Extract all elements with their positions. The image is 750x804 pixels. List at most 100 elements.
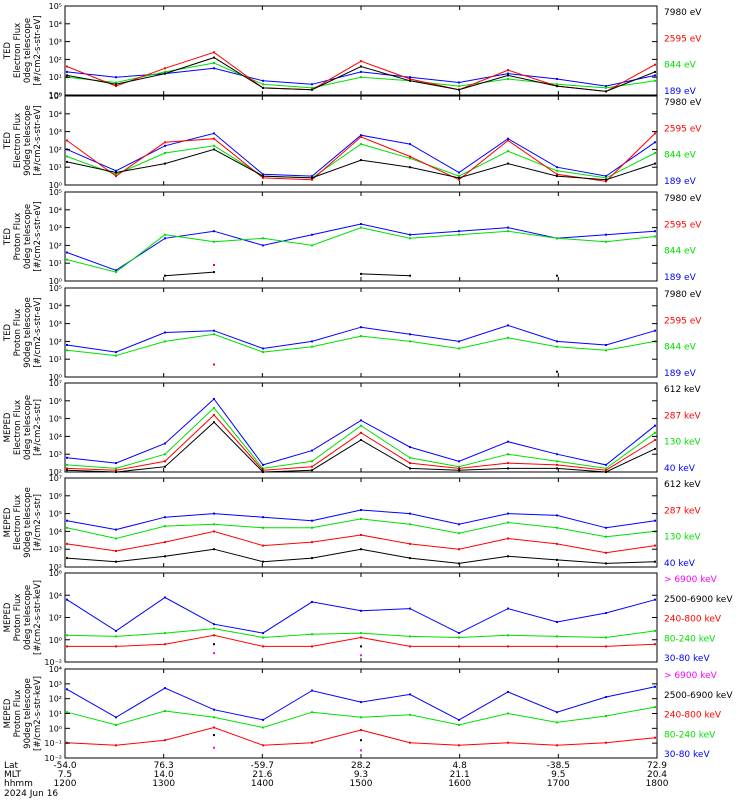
panel-2-series-4-point	[654, 162, 656, 165]
panel-5-legend-entry: 40 keV	[664, 464, 696, 474]
panel-2-ylabel-line: [#/cm2-s-str-eV]	[33, 105, 43, 175]
panel-4-series-1-point	[262, 347, 264, 350]
panel-8-ytick-label: 10²	[49, 695, 62, 704]
panel-5-series-4-point	[311, 469, 313, 472]
panel-4-series-3-point	[213, 363, 215, 366]
panel-7-series-3-point	[458, 645, 460, 648]
panel-5-ytick-label: 10³	[49, 450, 62, 459]
panel-8-series-1-point	[409, 693, 411, 696]
panel-6-series-4-point	[164, 555, 166, 558]
panel-7-series-1-point	[605, 612, 607, 614]
panel-6-legend-entry: 612 keV	[664, 480, 701, 490]
panel-1-ylabel-line: 0deg telescope	[23, 18, 33, 83]
panel-6-series-1-point	[213, 512, 215, 515]
panel-3-series-4-point	[556, 274, 558, 277]
panel-2-series-3-point	[115, 175, 117, 178]
panel-8-series-2-point	[262, 726, 264, 729]
panel-8-series-1-point	[213, 708, 215, 711]
panel-2-series-2-point	[409, 157, 411, 160]
panel-6-series-1-point	[115, 528, 117, 531]
panel-8-series-2-point	[507, 712, 509, 715]
panel-8-legend-entry: 240-800 keV	[664, 711, 722, 721]
panel-8-series-1-point	[556, 711, 558, 714]
panel-5-legend-entry: 130 keV	[664, 438, 701, 448]
panel-7-series-1-point	[654, 598, 656, 601]
panel-2-ytick-label: 10¹	[49, 163, 62, 172]
panel-6-series-4-point	[654, 560, 656, 563]
panel-5-series-3-point	[311, 465, 313, 468]
panel-1-series-2-point	[262, 83, 264, 86]
panel-2-series-1-line	[66, 132, 656, 177]
panel-4-series-1-line	[66, 324, 656, 353]
panel-2-ytick-label: 10³	[49, 128, 62, 137]
panel-8-series-1-point	[66, 688, 68, 691]
panel-6-series-2-point	[360, 517, 362, 520]
panel-4-series-1-point	[605, 344, 607, 346]
panel-2-series-3-point	[507, 139, 509, 142]
panel-7-series-3-point	[311, 645, 313, 648]
panel-3-series-2-point	[654, 235, 656, 238]
panel-6-series-4-point	[66, 557, 68, 560]
panel-4-ylabel-line: 90deg telescope	[23, 297, 33, 368]
panel-1-series-4-point	[213, 56, 215, 59]
panel-3-series-1-point	[311, 233, 313, 236]
panel-5-series-4-point	[66, 469, 68, 472]
xaxis-row-value: 28.2	[351, 761, 371, 771]
panel-2-series-1-point	[458, 171, 460, 174]
panel-5-ytick-label: 10⁵	[49, 415, 62, 424]
panel-8-series-2-point	[458, 723, 460, 726]
panel-1-ytick-label: 10⁵	[49, 2, 62, 11]
panel-5-series-4-point	[556, 467, 558, 470]
panel-5-series-1-point	[213, 398, 215, 400]
xaxis-row-value: 21.1	[450, 770, 470, 780]
panel-7-series-1-point	[115, 629, 117, 632]
panel-5-ytick-label: 10⁶	[49, 397, 62, 406]
panel-4-series-2-point	[164, 340, 166, 343]
panel-3-series-2-point	[213, 240, 215, 243]
panel-5-series-3-point	[458, 467, 460, 470]
panel-2-series-3-point	[66, 139, 68, 142]
xaxis-row-value: -38.5	[547, 761, 570, 771]
panel-3-series-2-point	[556, 237, 558, 240]
panel-5-series-1-point	[654, 424, 656, 427]
panel-5-series-2-point	[605, 467, 607, 470]
panel-8-series-1-point	[654, 685, 656, 688]
panel-7: 10⁻² 10⁰ 10² 10⁴ 10⁶ MEPED Proton Flux 0deg tel…	[3, 569, 733, 667]
panel-2-series-3-point	[605, 180, 607, 183]
panel-2-series-4-point	[360, 159, 362, 162]
panel-8-series-2-point	[66, 711, 68, 714]
panel-4-series-1-point	[213, 329, 215, 332]
panel-5-series-1-point	[360, 419, 362, 422]
panel-3-series-2-point	[66, 258, 68, 261]
panel-4-series-2-point	[66, 349, 68, 352]
panel-4-series-2-point	[605, 349, 607, 352]
panel-7-series-3-point	[164, 643, 166, 646]
panel-5-ylabel-line: 0deg telescope	[23, 395, 33, 460]
panel-1-series-2-point	[311, 86, 313, 89]
panel-4-legend-entry: 844 eV	[664, 343, 697, 353]
panel-6-series-3-point	[66, 542, 68, 545]
panel-2-legend-entry: 2595 eV	[664, 124, 702, 134]
panel-6-series-3-point	[605, 551, 607, 554]
panel-5-series-2-point	[311, 460, 313, 463]
panel-7-series-1-point	[66, 598, 68, 601]
panel-2-frame	[64, 95, 658, 186]
panel-1-series-4-point	[360, 65, 362, 68]
panel-7-ylabel-line: Proton Flux	[13, 594, 23, 642]
panel-4-ylabel-line: [#/cm2-s-str-eV]	[33, 297, 43, 367]
panel-4-series-2-point	[458, 347, 460, 350]
panel-6-series-2-point	[213, 523, 215, 526]
panel-1-series-2-point	[213, 62, 215, 64]
panel-8-series-2-point	[556, 721, 558, 724]
panel-2-series-1-point	[556, 166, 558, 169]
panel-2: 10⁰ 10¹ 10² 10³ 10⁴ 10⁵ TED Electron Flux 90deg …	[3, 92, 702, 190]
panel-6-series-4-point	[605, 562, 607, 565]
panel-2-ytick-label: 10⁴	[49, 110, 62, 119]
panel-1-series-3-point	[66, 65, 68, 68]
panel-3-series-2-line	[66, 227, 656, 273]
panel-4-ytick-label: 10⁵	[49, 284, 62, 293]
panel-6-series-3-point	[360, 534, 362, 536]
panel-5-series-2-point	[556, 460, 558, 463]
panel-6-series-2-point	[164, 525, 166, 528]
panel-3-series-2-point	[311, 244, 313, 247]
